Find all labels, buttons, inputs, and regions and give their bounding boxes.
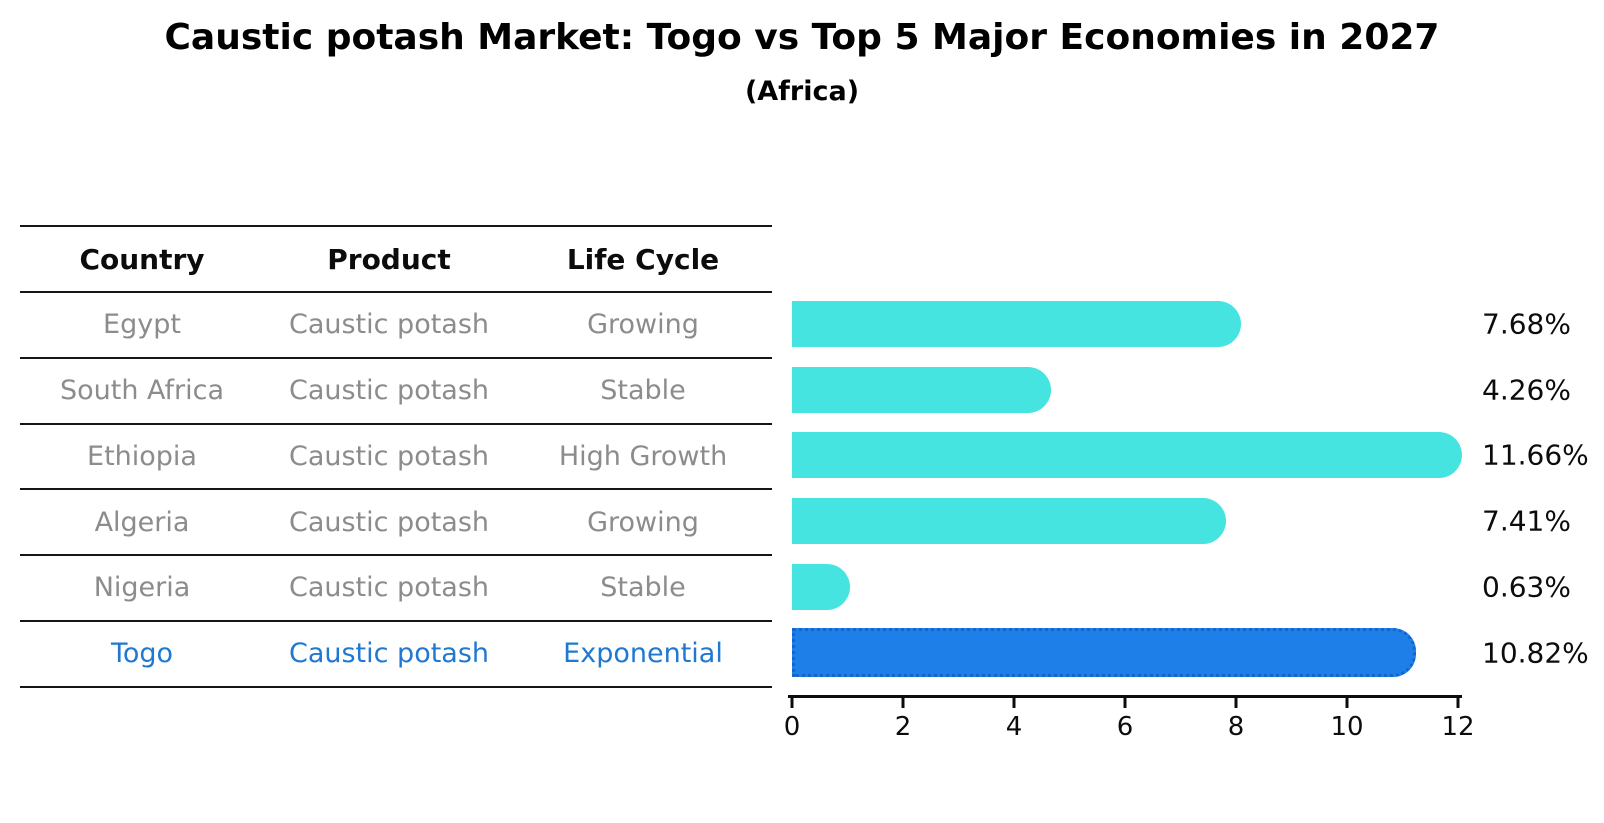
x-tick [1345, 698, 1349, 708]
x-tick [1012, 698, 1016, 708]
bar-egypt [792, 300, 1242, 347]
bar-row: 7.68% [792, 291, 1571, 357]
cell-life-cycle: Stable [600, 375, 686, 407]
table-row: Ethiopia Caustic potash High Growth [20, 425, 772, 491]
value-label: 0.63% [1482, 570, 1571, 604]
cell-product: Caustic potash [288, 375, 490, 407]
x-tick-label: 2 [894, 712, 912, 742]
chart-subtitle: (Africa) [744, 76, 860, 107]
table-row: South Africa Caustic potash Stable [20, 359, 772, 425]
cell-product: Caustic potash [288, 638, 490, 670]
chart-title: Caustic potash Market: Togo vs Top 5 Maj… [164, 17, 1440, 58]
x-axis: 0 2 4 6 8 10 12 [784, 695, 1475, 751]
cell-product: Caustic potash [288, 572, 490, 604]
bar-nigeria [792, 563, 850, 610]
cell-life-cycle: Stable [600, 572, 686, 604]
cell-country: Algeria [94, 506, 190, 538]
cell-life-cycle: High Growth [558, 440, 728, 472]
header-cell-life-cycle: Life Cycle [566, 242, 720, 276]
bar-algeria [792, 498, 1227, 545]
bar-plot: 7.68% 4.26% 11.66% 7.41% 0.63% 10.82% [792, 291, 1589, 686]
cell-life-cycle: Growing [587, 506, 699, 538]
bar-row: 4.26% [792, 357, 1571, 423]
header-cell-product: Product [327, 242, 451, 276]
cell-country: Togo [110, 638, 174, 670]
table-header-row: Country Product Life Cycle [20, 227, 772, 293]
value-label: 4.26% [1482, 373, 1571, 407]
value-label: 7.41% [1482, 504, 1571, 538]
cell-country: Nigeria [93, 572, 191, 604]
x-tick-label: 0 [783, 712, 801, 742]
cell-product: Caustic potash [288, 506, 490, 538]
x-tick-label: 10 [1330, 712, 1364, 742]
bar-togo [792, 628, 1416, 678]
cell-country: South Africa [59, 375, 225, 407]
value-label: 11.66% [1482, 438, 1589, 472]
x-tick [1123, 698, 1127, 708]
bar-row: 7.41% [792, 488, 1571, 554]
table-row: Egypt Caustic potash Growing [20, 293, 772, 359]
cell-life-cycle: Exponential [563, 638, 723, 670]
bar-row: 10.82% [792, 620, 1589, 686]
cell-product: Caustic potash [288, 440, 490, 472]
table-row: Togo Caustic potash Exponential [20, 622, 772, 688]
table-body: Egypt Caustic potash Growing South Africa Ca… [20, 293, 772, 688]
cell-life-cycle: Growing [587, 309, 699, 341]
bar-ethiopia [792, 432, 1463, 479]
value-label: 7.68% [1482, 307, 1571, 341]
country-table: Country Product Life Cycle Egypt Caustic … [20, 225, 772, 688]
cell-product: Caustic potash [288, 309, 490, 341]
x-tick [1234, 698, 1238, 708]
x-tick-label: 12 [1441, 712, 1475, 742]
cell-country: Egypt [103, 309, 181, 341]
x-tick-label: 6 [1116, 712, 1134, 742]
bar-row: 0.63% [792, 554, 1571, 620]
x-tick [790, 698, 794, 708]
table-row: Nigeria Caustic potash Stable [20, 556, 772, 622]
table-row: Algeria Caustic potash Growing [20, 490, 772, 556]
x-tick-label: 8 [1227, 712, 1245, 742]
x-tick [901, 698, 905, 708]
bar-row: 11.66% [792, 423, 1589, 489]
x-tick [1456, 698, 1460, 708]
header-cell-country: Country [79, 242, 205, 276]
bar-south-africa [792, 366, 1052, 413]
value-label: 10.82% [1482, 636, 1589, 670]
cell-country: Ethiopia [87, 440, 197, 472]
x-tick-label: 4 [1005, 712, 1023, 742]
